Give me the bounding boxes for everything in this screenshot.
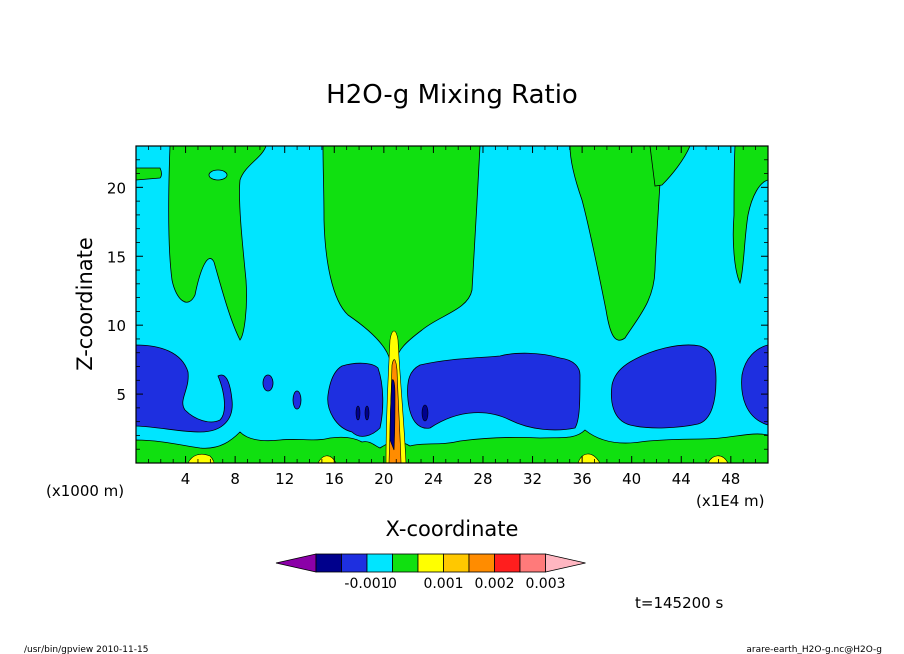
- y-tick-label: 15: [107, 248, 126, 266]
- colorbar-cell: [392, 553, 419, 573]
- x-tick-label: 44: [672, 470, 691, 488]
- time-label: t=145200 s: [635, 594, 723, 612]
- contour-green-top-left: [136, 167, 162, 181]
- x-tick-label: 16: [325, 470, 344, 488]
- y-tick-label: 20: [107, 179, 126, 197]
- colorbar-cell: [494, 553, 521, 573]
- colorbar-cell: [315, 553, 342, 573]
- colorbar-cell: [443, 553, 470, 573]
- x-tick-label: 8: [230, 470, 240, 488]
- x-tick-label: 36: [573, 470, 592, 488]
- colorbar-underflow-triangle: [275, 553, 317, 573]
- contour-darkblue-spot-1: [355, 405, 361, 421]
- colorbar-cell: [417, 553, 444, 573]
- x-tick-label: 12: [275, 470, 294, 488]
- x-unit-right: (x1E4 m): [696, 492, 765, 510]
- colorbar-cell: [519, 553, 546, 573]
- contour-darkblue-spot-3: [421, 404, 429, 422]
- contour-green-upper-left: [168, 146, 267, 341]
- contour-blue-blob-2: [292, 390, 302, 410]
- contour-darkblue-spot-2: [364, 405, 370, 421]
- contour-blue-far-right: [741, 344, 768, 426]
- contour-dark-column: [389, 379, 396, 451]
- x-tick-label: 32: [523, 470, 542, 488]
- contour-blue-right: [611, 344, 717, 429]
- x-tick-label: 20: [374, 470, 393, 488]
- contour-blue-center-left: [327, 362, 384, 437]
- colorbar-label: 0.002: [474, 576, 514, 592]
- contour-field: [136, 146, 768, 463]
- y-axis-label: Z-coordinate: [73, 237, 97, 371]
- x-tick-label: 48: [721, 470, 740, 488]
- colorbar-cell: [468, 553, 495, 573]
- x-unit-left: (x1000 m): [46, 482, 124, 500]
- colorbar-overflow-triangle: [545, 553, 586, 573]
- colorbar-label: 0.003: [525, 576, 565, 592]
- footer-left: /usr/bin/gpview 2010-11-15: [24, 645, 148, 654]
- contour-blue-left: [136, 344, 233, 433]
- x-tick-label: 4: [181, 470, 191, 488]
- colorbar-label: 0: [388, 576, 397, 592]
- colorbar-label: -0.001: [344, 576, 389, 592]
- contour-yellow-bottom: [187, 453, 729, 463]
- contour-green-top-right: [649, 146, 691, 187]
- x-tick-label: 24: [424, 470, 443, 488]
- contour-blue-blob-1: [262, 374, 274, 392]
- y-tick-label: 10: [107, 317, 126, 335]
- contour-cyan-hole: [208, 169, 228, 181]
- contour-green-upper-right: [569, 146, 663, 341]
- contour-green-far-right: [732, 146, 768, 285]
- x-tick-label: 28: [473, 470, 492, 488]
- chart-title: H2O-g Mixing Ratio: [326, 80, 578, 110]
- colorbar-cell: [341, 553, 368, 573]
- plot-frame: [135, 145, 769, 464]
- colorbar-label: 0.001: [423, 576, 463, 592]
- y-tick-label: 5: [116, 386, 126, 404]
- colorbar-cell: [366, 553, 393, 573]
- x-tick-label: 40: [622, 470, 641, 488]
- footer-right: arare-earth_H2O-g.nc@H2O-g: [746, 645, 882, 654]
- x-axis-label: X-coordinate: [386, 517, 519, 541]
- contour-blue-center-right: [407, 352, 581, 431]
